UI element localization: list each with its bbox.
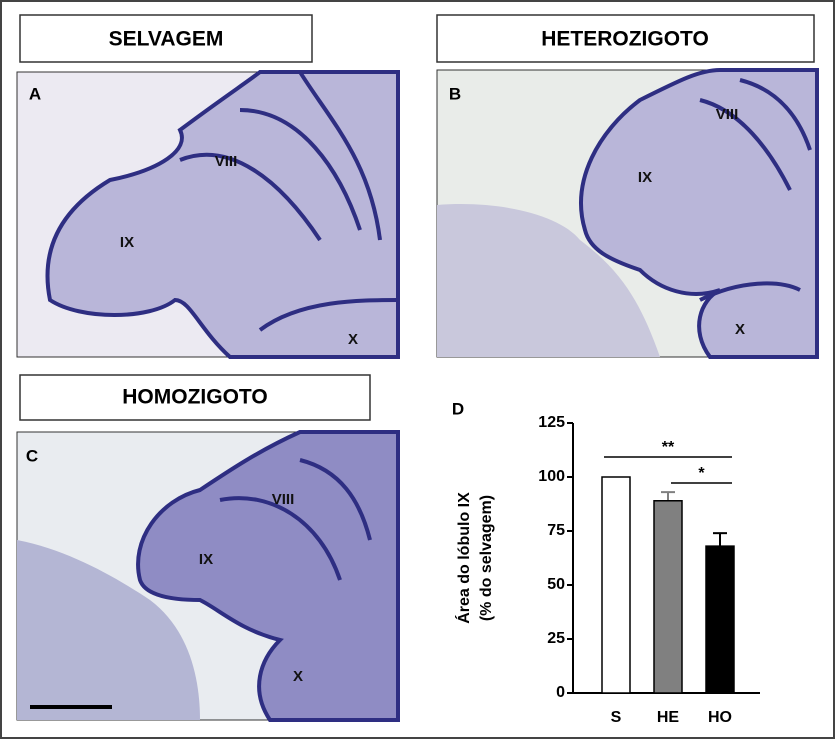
- y-tick-label: 0: [556, 684, 565, 701]
- panel-letter: C: [26, 446, 38, 465]
- title-box: [19, 374, 371, 421]
- lobule-label: IX: [199, 551, 213, 568]
- lobule-label: VIII: [716, 106, 739, 123]
- y-tick-label: 25: [547, 630, 565, 647]
- lobule-label: VIII: [272, 491, 295, 508]
- x-tick-label: HO: [708, 709, 732, 726]
- lobule-label: VIII: [215, 153, 238, 170]
- panel-title: HETEROZIGOTO: [541, 28, 709, 51]
- bar-chart: 0 25 50 75 100 125 Área do lóbulo IX (% do selv…: [454, 414, 760, 726]
- y-tick-label: 125: [538, 414, 565, 431]
- title-box: [19, 14, 313, 63]
- micrograph: [16, 70, 400, 359]
- panel-letter: D: [452, 399, 464, 418]
- bar: [653, 500, 683, 694]
- significance-label: **: [662, 439, 675, 456]
- y-tick-label: 50: [547, 576, 565, 593]
- micrograph: [436, 68, 819, 359]
- x-tick-label: S: [611, 709, 622, 726]
- title-box: [436, 14, 815, 63]
- panel-letter: B: [449, 84, 461, 103]
- y-axis-label: (% do selvagem): [478, 495, 495, 621]
- panel-title: HOMOZIGOTO: [122, 386, 267, 409]
- panel-title: SELVAGEM: [109, 28, 224, 51]
- lobule-label: IX: [120, 234, 134, 251]
- panel-letter: A: [29, 84, 41, 103]
- lobule-label: IX: [638, 169, 652, 186]
- lobule-label: X: [735, 321, 745, 338]
- y-tick-label: 100: [538, 468, 565, 485]
- lobule-label: X: [293, 668, 303, 685]
- x-tick-label: HE: [657, 709, 680, 726]
- y-axis-label: Área do lóbulo IX: [454, 492, 473, 624]
- bar: [601, 476, 631, 694]
- micrograph: [16, 430, 400, 722]
- significance-label: *: [698, 465, 705, 482]
- lobule-label: X: [348, 331, 358, 348]
- bar: [705, 545, 735, 694]
- y-tick-label: 75: [547, 522, 565, 539]
